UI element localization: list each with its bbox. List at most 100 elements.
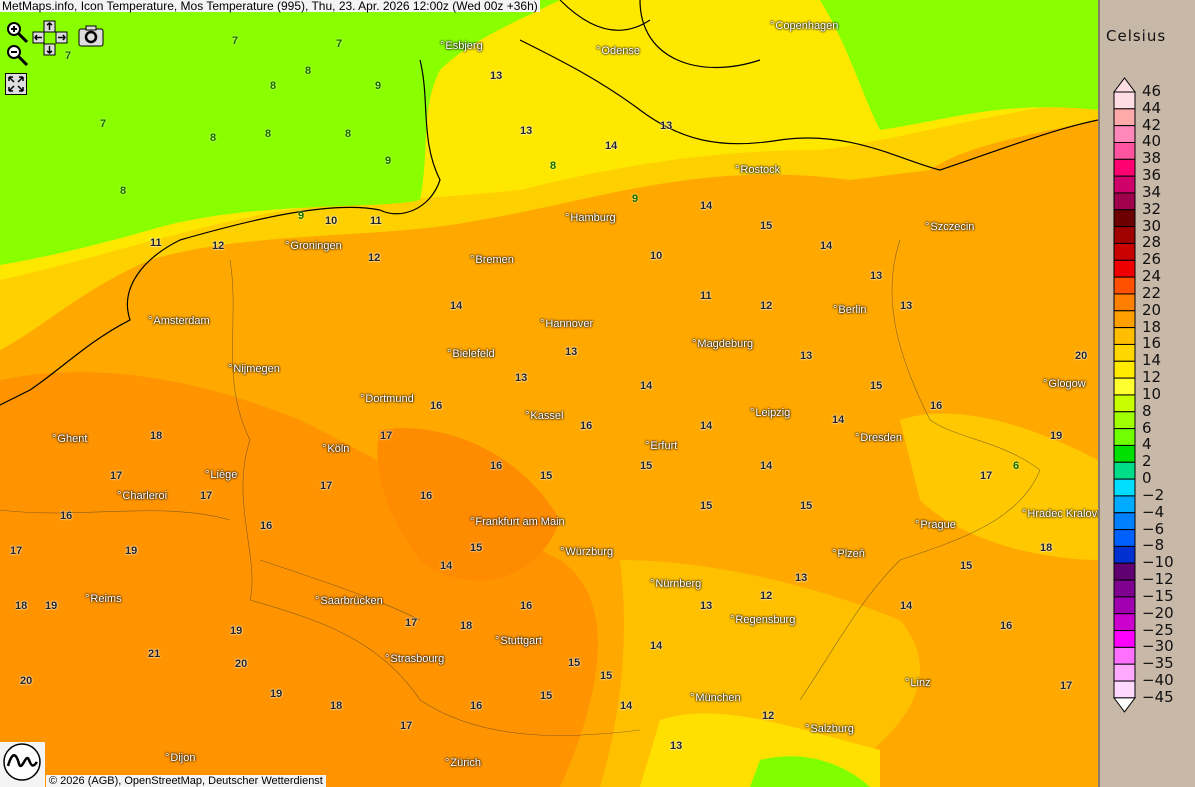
city-label: Plzeň bbox=[832, 548, 865, 561]
temperature-value: 14 bbox=[760, 460, 773, 472]
temperature-value: 13 bbox=[660, 120, 673, 132]
legend-swatch bbox=[1113, 579, 1136, 598]
temperature-value: 14 bbox=[900, 600, 913, 612]
legend-swatch bbox=[1113, 360, 1136, 379]
temperature-value: 15 bbox=[540, 690, 553, 702]
temperature-value: 13 bbox=[490, 70, 503, 82]
zoom-in-icon[interactable] bbox=[5, 20, 29, 44]
temperature-value: 17 bbox=[320, 480, 333, 492]
legend-label: 4 bbox=[1142, 435, 1152, 454]
legend-swatch bbox=[1113, 512, 1136, 531]
legend-label: −40 bbox=[1142, 671, 1174, 690]
map-title: MetMaps.info, Icon Temperature, Mos Temp… bbox=[0, 0, 540, 13]
temperature-value: 8 bbox=[210, 132, 217, 144]
temperature-value: 7 bbox=[100, 118, 107, 130]
legend-label: 16 bbox=[1142, 334, 1162, 353]
legend-label: 38 bbox=[1142, 149, 1162, 168]
legend-swatch bbox=[1113, 343, 1136, 362]
legend-swatch bbox=[1113, 310, 1136, 329]
temperature-value: 10 bbox=[650, 250, 663, 262]
temperature-value: 15 bbox=[600, 670, 613, 682]
city-label: München bbox=[690, 692, 740, 705]
city-label: Magdeburg bbox=[692, 338, 753, 351]
attribution: © 2026 (AGB), OpenStreetMap, Deutscher W… bbox=[46, 775, 326, 787]
fullscreen-icon[interactable] bbox=[5, 73, 27, 95]
legend-unit: Celsius bbox=[1106, 27, 1167, 45]
temperature-value: 19 bbox=[1050, 430, 1063, 442]
temperature-value: 13 bbox=[800, 350, 813, 362]
temperature-value: 17 bbox=[980, 470, 993, 482]
city-label: Frankfurt am Main bbox=[470, 516, 564, 529]
temperature-value: 12 bbox=[212, 240, 225, 252]
city-label: Berlin bbox=[833, 304, 866, 317]
temperature-value: 19 bbox=[270, 688, 283, 700]
legend-label: −4 bbox=[1142, 502, 1165, 521]
temperature-value: 17 bbox=[380, 430, 393, 442]
temperature-value: 14 bbox=[640, 380, 653, 392]
temperature-value: 15 bbox=[640, 460, 653, 472]
legend-max-arrow bbox=[1113, 77, 1136, 93]
legend-swatch bbox=[1113, 596, 1136, 615]
legend-swatch bbox=[1113, 125, 1136, 143]
temperature-value: 9 bbox=[385, 155, 392, 167]
temperature-value: 19 bbox=[230, 625, 243, 637]
temperature-value: 11 bbox=[370, 215, 382, 227]
city-label: Hamburg bbox=[565, 212, 615, 225]
legend-swatch bbox=[1113, 209, 1136, 228]
temperature-value: 13 bbox=[900, 300, 913, 312]
city-label: Dresden bbox=[855, 432, 902, 445]
temperature-value: 13 bbox=[700, 600, 713, 612]
camera-icon[interactable] bbox=[78, 25, 104, 47]
temperature-value: 12 bbox=[760, 590, 773, 602]
temperature-value: 18 bbox=[460, 620, 473, 632]
temperature-value: 16 bbox=[420, 490, 433, 502]
temperature-value: 13 bbox=[670, 740, 683, 752]
legend-label: 8 bbox=[1142, 401, 1152, 420]
temperature-value: 15 bbox=[760, 220, 773, 232]
legend-label: −35 bbox=[1142, 654, 1174, 673]
temperature-value: 17 bbox=[405, 617, 418, 629]
temperature-value: 18 bbox=[150, 430, 163, 442]
temperature-value: 13 bbox=[515, 372, 528, 384]
temperature-value: 16 bbox=[930, 400, 943, 412]
temperature-value: 13 bbox=[565, 346, 578, 358]
city-label: Odense bbox=[596, 45, 640, 58]
city-label: Esbjerg bbox=[440, 40, 482, 53]
temperature-value: 16 bbox=[1000, 620, 1013, 632]
temperature-value: 17 bbox=[110, 470, 123, 482]
color-legend: Celsius 46 44 42 40 38 36 34 32 30 28 26 24 22 20 18 16… bbox=[1098, 0, 1195, 787]
city-label: Erfurt bbox=[645, 440, 677, 453]
temperature-value: 14 bbox=[605, 140, 618, 152]
legend-swatch bbox=[1113, 141, 1136, 160]
city-label: Groningen bbox=[285, 240, 341, 253]
temperature-value: 11 bbox=[150, 237, 162, 249]
temperature-value: 15 bbox=[800, 500, 813, 512]
legend-swatch bbox=[1113, 478, 1136, 497]
legend-label: 34 bbox=[1142, 182, 1162, 201]
temperature-value: 15 bbox=[568, 657, 581, 669]
temperature-value: 13 bbox=[870, 270, 883, 282]
temperature-value: 17 bbox=[10, 545, 23, 557]
legend-label: 2 bbox=[1142, 452, 1152, 471]
pan-arrows-icon[interactable] bbox=[32, 20, 68, 56]
legend-label: 36 bbox=[1142, 166, 1162, 185]
temperature-value: 15 bbox=[540, 470, 553, 482]
weather-map[interactable]: MetMaps.info, Icon Temperature, Mos Temp… bbox=[0, 0, 1098, 787]
temperature-value: 12 bbox=[762, 710, 775, 722]
temperature-value: 13 bbox=[795, 572, 808, 584]
zoom-out-icon[interactable] bbox=[5, 43, 29, 67]
temperature-value: 14 bbox=[700, 420, 713, 432]
legend-swatch bbox=[1113, 461, 1136, 480]
city-label: Liège bbox=[205, 469, 237, 482]
city-label: Reims bbox=[85, 593, 121, 606]
legend-label: 20 bbox=[1142, 300, 1162, 319]
temperature-value: 14 bbox=[700, 200, 713, 212]
legend-label: −6 bbox=[1142, 519, 1165, 538]
temperature-value: 16 bbox=[470, 700, 483, 712]
legend-label: −20 bbox=[1142, 603, 1174, 622]
temperature-value: 16 bbox=[490, 460, 503, 472]
legend-label: 26 bbox=[1142, 250, 1162, 269]
city-label: Bielefeld bbox=[447, 348, 494, 361]
temperature-value: 8 bbox=[550, 160, 557, 172]
legend-label: 46 bbox=[1142, 82, 1162, 100]
